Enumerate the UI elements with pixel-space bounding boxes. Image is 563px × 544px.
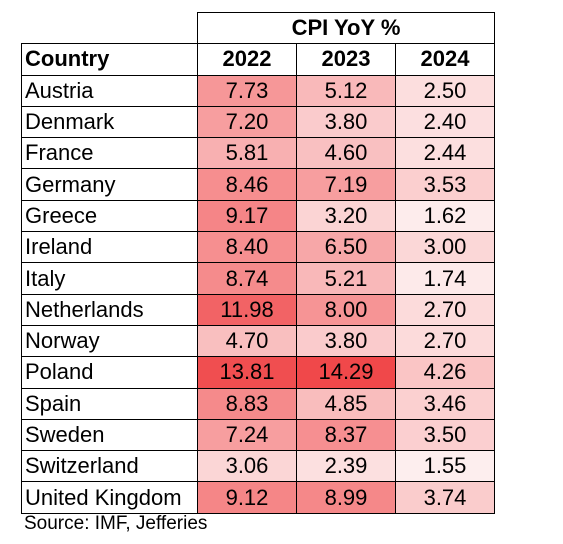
country-cell: France	[21, 137, 198, 170]
cpi-value-cell: 14.29	[296, 356, 396, 389]
cpi-value-cell: 13.81	[197, 356, 297, 389]
cpi-value-cell: 8.40	[197, 231, 297, 264]
cpi-value-cell: 5.12	[296, 74, 396, 107]
table-row: Sweden 7.24 8.37 3.50	[21, 418, 495, 452]
cpi-value-cell: 9.17	[197, 199, 297, 233]
table-row: Greece 9.17 3.20 1.62	[21, 199, 495, 233]
cpi-value-cell: 6.50	[296, 231, 396, 264]
table-title: CPI YoY %	[197, 11, 495, 45]
country-cell: Switzerland	[21, 450, 198, 483]
cpi-value-cell: 2.44	[395, 137, 495, 170]
cpi-value-cell: 2.70	[395, 293, 495, 326]
table-row: Norway 4.70 3.80 2.70	[21, 324, 495, 358]
country-cell: United Kingdom	[21, 481, 198, 514]
table-body: Austria 7.73 5.12 2.50 Denmark 7.20 3.80 2.40 Fr…	[21, 74, 495, 514]
cpi-value-cell: 8.74	[197, 262, 297, 295]
year-column-header: 2022	[197, 43, 297, 76]
cpi-value-cell: 3.06	[197, 450, 297, 483]
cpi-value-cell: 3.00	[395, 231, 495, 264]
cpi-value-cell: 8.46	[197, 168, 297, 201]
country-cell: Spain	[21, 387, 198, 420]
cpi-value-cell: 3.80	[296, 105, 396, 139]
source-note: Source: IMF, Jefferies	[24, 513, 208, 534]
cpi-value-cell: 8.83	[197, 387, 297, 420]
country-cell: Netherlands	[21, 293, 198, 326]
cpi-value-cell: 8.99	[296, 481, 396, 514]
cpi-value-cell: 4.26	[395, 356, 495, 389]
cpi-value-cell: 5.81	[197, 137, 297, 170]
country-cell: Ireland	[21, 231, 198, 264]
country-cell: Austria	[21, 74, 198, 107]
cpi-value-cell: 1.62	[395, 199, 495, 233]
cpi-value-cell: 1.55	[395, 450, 495, 483]
super-header-row: CPI YoY %	[22, 11, 495, 45]
cpi-heatmap-table: CPI YoY % Country 2022 2023 2024 Austria…	[21, 11, 495, 514]
cpi-value-cell: 1.74	[395, 262, 495, 295]
cpi-value-cell: 3.74	[395, 481, 495, 514]
country-cell: Poland	[21, 356, 198, 389]
country-cell: Italy	[21, 262, 198, 295]
cpi-value-cell: 9.12	[197, 481, 297, 514]
table-row: Poland 13.81 14.29 4.26	[21, 356, 495, 389]
table-row: France 5.81 4.60 2.44	[21, 137, 495, 170]
cpi-value-cell: 7.73	[197, 74, 297, 107]
cpi-value-cell: 5.21	[296, 262, 396, 295]
cpi-value-cell: 11.98	[197, 293, 297, 326]
country-cell: Germany	[21, 168, 198, 201]
cpi-value-cell: 4.70	[197, 324, 297, 358]
country-cell: Sweden	[21, 418, 198, 452]
cpi-value-cell: 4.85	[296, 387, 396, 420]
table-row: Denmark 7.20 3.80 2.40	[21, 105, 495, 139]
country-cell: Greece	[21, 199, 198, 233]
table-row: Ireland 8.40 6.50 3.00	[21, 231, 495, 264]
cpi-value-cell: 2.40	[395, 105, 495, 139]
table-row: Spain 8.83 4.85 3.46	[21, 387, 495, 420]
cpi-value-cell: 4.60	[296, 137, 396, 170]
table-row: Netherlands 11.98 8.00 2.70	[21, 293, 495, 326]
cpi-value-cell: 3.80	[296, 324, 396, 358]
table-row: Italy 8.74 5.21 1.74	[21, 262, 495, 295]
cpi-value-cell: 7.19	[296, 168, 396, 201]
column-header-row: Country 2022 2023 2024	[21, 43, 495, 76]
table-row: Germany 8.46 7.19 3.53	[21, 168, 495, 201]
cpi-value-cell: 3.46	[395, 387, 495, 420]
cpi-value-cell: 8.00	[296, 293, 396, 326]
cpi-value-cell: 3.50	[395, 418, 495, 452]
table-row: Austria 7.73 5.12 2.50	[21, 74, 495, 107]
cpi-value-cell: 7.20	[197, 105, 297, 139]
country-cell: Denmark	[21, 105, 198, 139]
cpi-value-cell: 2.39	[296, 450, 396, 483]
table-row: United Kingdom 9.12 8.99 3.74	[21, 481, 495, 514]
cpi-value-cell: 3.20	[296, 199, 396, 233]
country-cell: Norway	[21, 324, 198, 358]
cpi-value-cell: 3.53	[395, 168, 495, 201]
year-column-header: 2024	[395, 43, 495, 76]
cpi-value-cell: 7.24	[197, 418, 297, 452]
year-column-header: 2023	[296, 43, 396, 76]
cpi-value-cell: 2.70	[395, 324, 495, 358]
country-column-header: Country	[21, 43, 198, 76]
table-row: Switzerland 3.06 2.39 1.55	[21, 450, 495, 483]
cpi-value-cell: 8.37	[296, 418, 396, 452]
corner-blank-cell	[22, 13, 198, 44]
cpi-value-cell: 2.50	[395, 74, 495, 107]
